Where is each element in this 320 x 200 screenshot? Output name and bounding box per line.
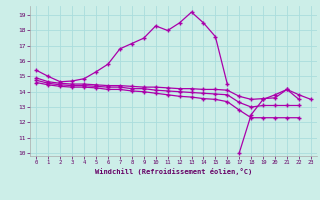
X-axis label: Windchill (Refroidissement éolien,°C): Windchill (Refroidissement éolien,°C) [95,168,252,175]
